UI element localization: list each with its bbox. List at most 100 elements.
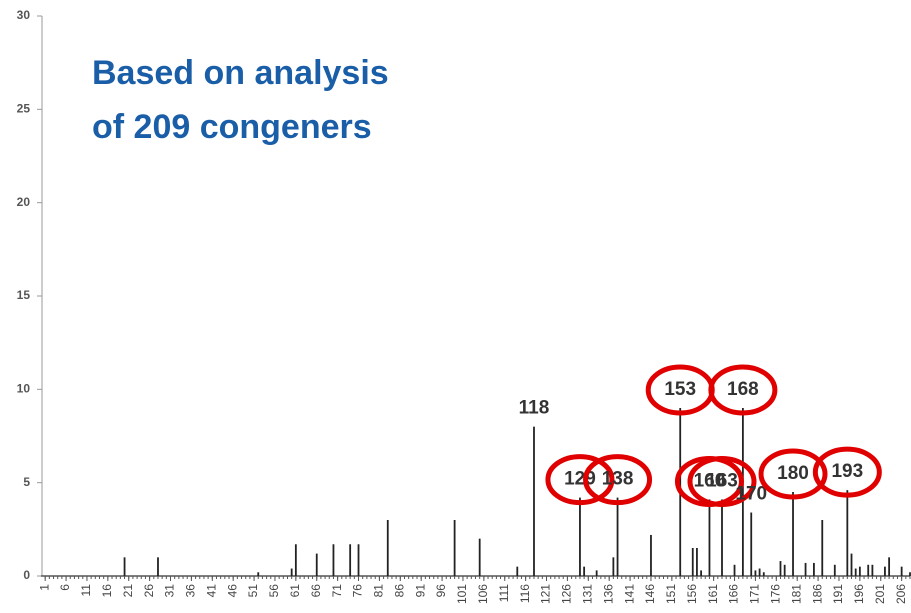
bar — [783, 564, 786, 576]
bar — [762, 572, 765, 576]
y-tick-label: 25 — [17, 102, 31, 116]
highlight-circle — [758, 448, 828, 500]
bar — [357, 544, 360, 576]
bar — [386, 520, 389, 576]
x-tick-label: 101 — [455, 584, 469, 604]
bar — [867, 564, 870, 576]
bar — [888, 557, 891, 576]
bar — [871, 564, 874, 576]
bar — [595, 570, 598, 576]
bar — [616, 497, 619, 576]
chart-title: of 209 congeners — [92, 108, 372, 146]
highlight-circle — [687, 455, 757, 507]
bar — [854, 568, 857, 576]
bar — [294, 544, 297, 576]
x-tick-label: 156 — [685, 584, 699, 604]
x-tick-label: 106 — [476, 584, 490, 604]
x-tick-label: 31 — [163, 584, 177, 598]
bar — [741, 408, 744, 576]
bar — [700, 570, 703, 576]
bar — [850, 553, 853, 576]
bar — [691, 548, 694, 576]
bar — [533, 426, 535, 576]
x-tick-label: 196 — [852, 584, 866, 604]
x-tick-label: 6 — [58, 584, 72, 591]
bar — [349, 544, 352, 576]
bar — [858, 566, 861, 576]
x-tick-label: 201 — [873, 584, 887, 604]
x-tick-label: 121 — [539, 584, 553, 604]
bar — [813, 562, 815, 576]
bar-label: 129 — [564, 469, 596, 490]
y-tick-label: 5 — [23, 475, 30, 489]
highlight-circle — [708, 364, 778, 416]
bar — [315, 553, 318, 576]
x-tick-label: 81 — [372, 584, 386, 598]
x-tick-label: 181 — [789, 584, 803, 604]
bar — [900, 566, 903, 576]
bar-label: 168 — [727, 379, 759, 400]
x-tick-label: 141 — [622, 584, 636, 604]
bar — [612, 557, 615, 576]
bar — [721, 499, 723, 576]
x-tick-label: 11 — [79, 584, 93, 597]
x-tick-label: 146 — [643, 584, 657, 604]
bar — [758, 568, 761, 576]
bar — [579, 497, 581, 576]
bar-label: 160 — [694, 470, 726, 491]
x-tick-label: 126 — [560, 584, 574, 604]
x-tick-label: 36 — [184, 584, 198, 598]
x-tick-label: 51 — [246, 584, 260, 598]
y-tick-label: 20 — [17, 195, 31, 209]
bar — [478, 538, 481, 576]
bar-label: 153 — [664, 379, 696, 400]
x-tick-label: 151 — [664, 584, 678, 604]
bar — [650, 534, 652, 576]
bar — [332, 544, 335, 576]
x-tick-label: 16 — [100, 584, 114, 598]
x-tick-label: 56 — [267, 584, 281, 598]
x-tick-label: 21 — [121, 584, 135, 598]
bar — [779, 561, 782, 576]
x-tick-label: 71 — [330, 584, 344, 598]
chart-title: Based on analysis — [92, 54, 389, 92]
x-tick-label: 1 — [37, 584, 51, 591]
x-tick-label: 206 — [894, 584, 908, 604]
x-tick-label: 76 — [351, 584, 365, 598]
x-tick-label: 41 — [204, 584, 218, 598]
x-tick-label: 91 — [413, 584, 427, 598]
highlight-circle — [812, 446, 882, 498]
bar — [257, 572, 260, 576]
y-tick-label: 0 — [23, 568, 30, 582]
x-tick-label: 96 — [434, 584, 448, 598]
x-tick-label: 111 — [497, 584, 511, 603]
x-tick-label: 61 — [288, 584, 302, 598]
x-tick-label: 191 — [831, 584, 845, 604]
bar — [804, 562, 807, 576]
bar — [821, 520, 824, 576]
bar — [909, 572, 911, 576]
x-tick-label: 176 — [768, 584, 782, 604]
x-tick-label: 166 — [727, 584, 741, 604]
bar-label: 170 — [735, 484, 767, 505]
x-tick-label: 136 — [601, 584, 615, 604]
bar — [123, 557, 126, 576]
bar-label: 180 — [777, 463, 809, 484]
bar — [733, 564, 736, 576]
bar — [792, 492, 794, 576]
bar — [583, 566, 586, 576]
bar — [453, 520, 456, 576]
x-tick-label: 171 — [748, 584, 762, 604]
highlight-circle — [545, 454, 615, 506]
bar — [884, 566, 886, 576]
bar — [708, 499, 711, 576]
x-tick-label: 66 — [309, 584, 323, 598]
bar-label: 118 — [519, 398, 550, 419]
bar-label: 163 — [706, 470, 738, 491]
x-tick-label: 186 — [810, 584, 824, 604]
bar-label: 138 — [602, 469, 634, 490]
y-tick-label: 30 — [17, 8, 31, 22]
bar — [696, 548, 698, 576]
bar — [846, 490, 849, 576]
